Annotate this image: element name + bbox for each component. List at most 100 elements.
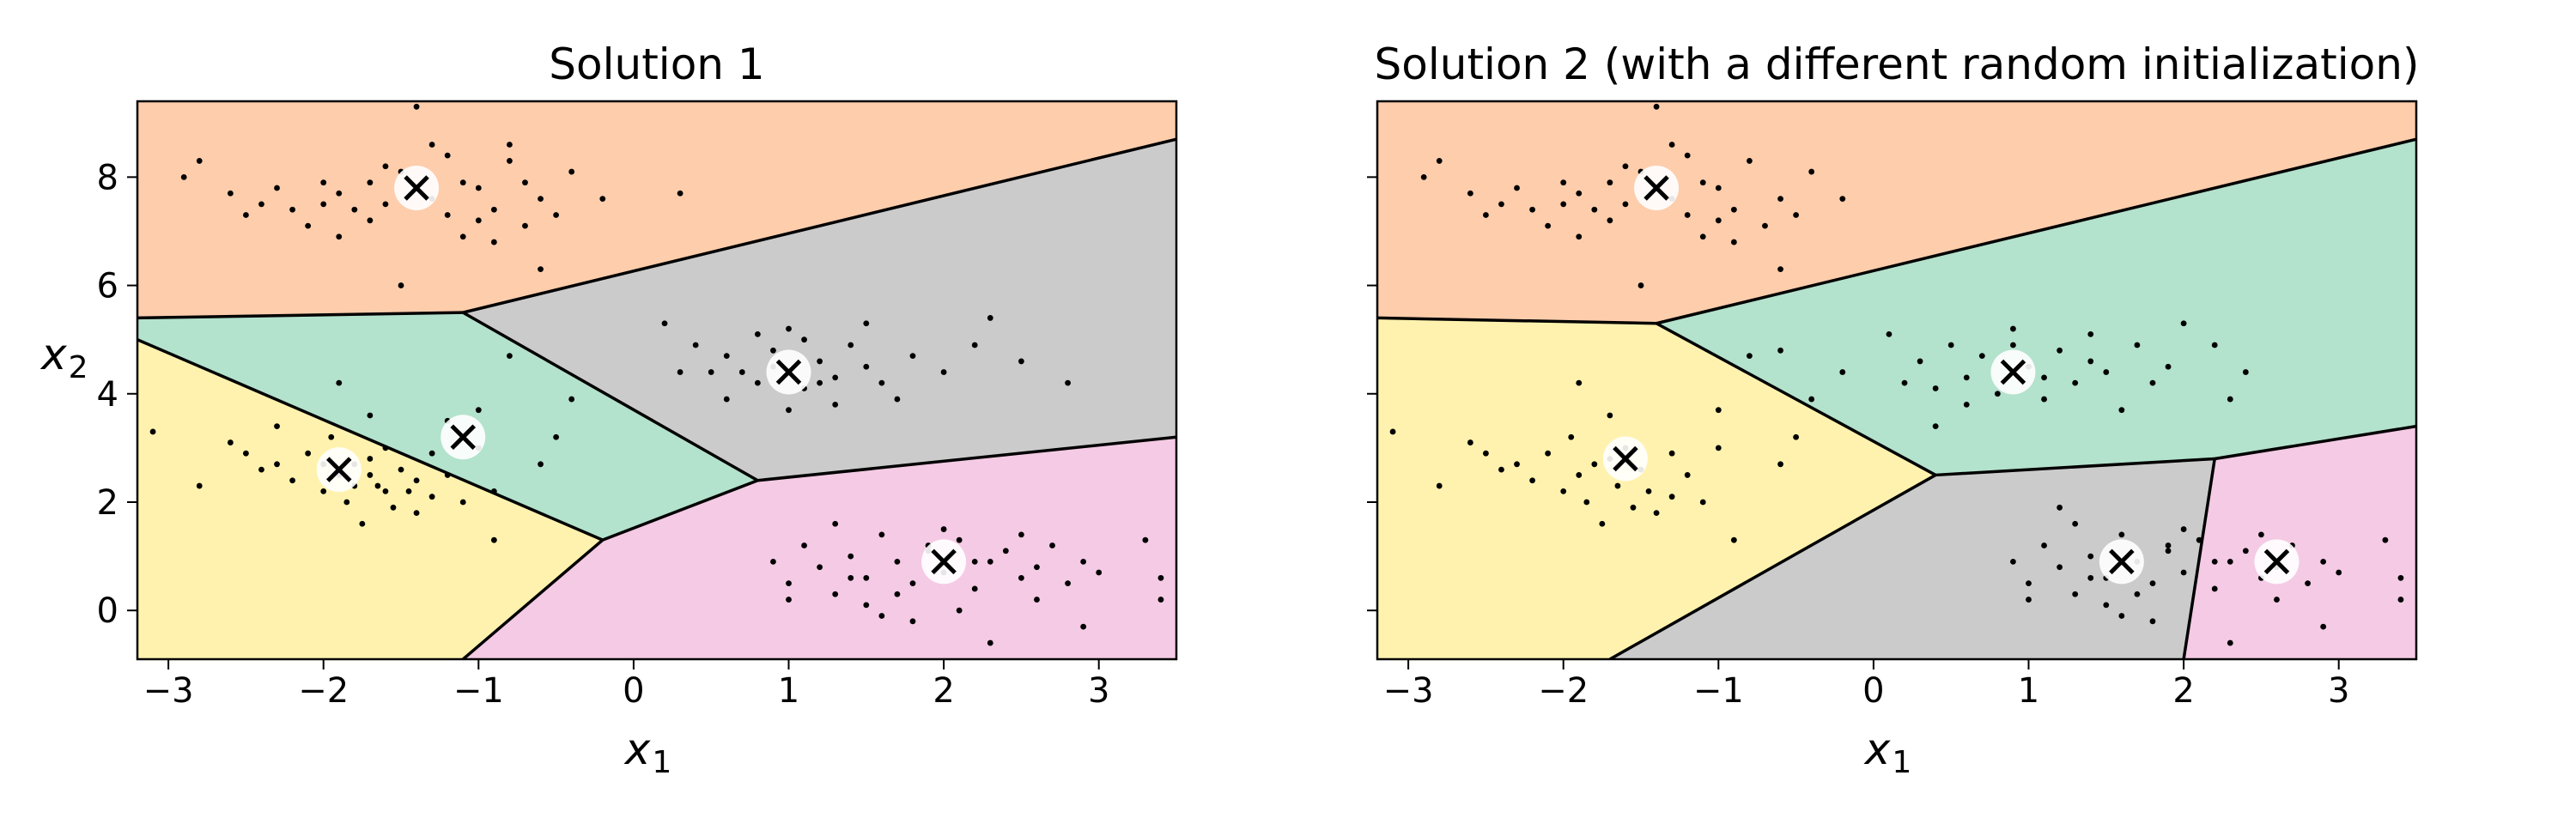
data-point — [863, 602, 870, 609]
decision-boundary-7 — [1609, 473, 1937, 659]
data-point — [1420, 173, 1427, 180]
data-point — [1607, 217, 1613, 224]
data-point — [1498, 466, 1504, 473]
decision-boundary-3 — [462, 311, 759, 482]
data-point — [1002, 548, 1009, 554]
data-point — [243, 212, 249, 218]
decision-boundary-6 — [2182, 458, 2216, 659]
x-tick-label: −1 — [1693, 671, 1744, 711]
data-point — [909, 618, 916, 625]
centroid-5 — [2254, 539, 2300, 585]
data-point — [2242, 369, 2249, 375]
data-point — [2149, 618, 2156, 625]
data-point — [568, 396, 575, 403]
data-point — [1545, 450, 1552, 457]
x-tick-label: 2 — [2172, 671, 2194, 711]
data-point — [490, 239, 497, 245]
decision-boundary-5 — [137, 338, 604, 542]
data-point — [2072, 379, 2079, 386]
data-point — [971, 342, 978, 348]
data-point — [2165, 548, 2172, 554]
data-point — [2041, 396, 2047, 403]
data-point — [538, 266, 544, 273]
data-point — [289, 477, 295, 484]
data-point — [863, 574, 870, 581]
data-point — [863, 363, 870, 370]
data-point — [661, 320, 668, 327]
data-point — [428, 142, 435, 148]
decision-boundary-2 — [1656, 137, 2416, 325]
data-point — [786, 597, 792, 603]
axes-frame — [136, 100, 1178, 661]
data-point — [1583, 499, 1590, 506]
data-point — [196, 482, 203, 489]
data-point — [1483, 212, 1489, 218]
data-point — [894, 559, 901, 565]
data-point — [909, 580, 916, 587]
data-point — [1560, 488, 1567, 494]
data-point — [475, 407, 482, 414]
data-point — [405, 488, 412, 494]
data-point — [1065, 379, 1071, 386]
centroid-5 — [921, 539, 967, 585]
data-point — [328, 433, 335, 440]
data-point — [848, 553, 854, 560]
data-point — [367, 456, 374, 462]
data-point — [2227, 639, 2233, 646]
data-point — [2118, 613, 2125, 619]
data-point — [444, 212, 451, 218]
data-point — [1645, 488, 1652, 494]
data-point — [956, 536, 963, 543]
data-point — [878, 379, 885, 386]
x-tick-label: −2 — [298, 671, 349, 711]
data-point — [894, 396, 901, 403]
y-tick-label: 6 — [97, 267, 118, 306]
data-point — [1653, 103, 1660, 110]
data-point — [568, 168, 575, 175]
data-point — [2397, 597, 2404, 603]
x-tick-label: 3 — [1088, 671, 1109, 711]
plot-area — [1377, 101, 2416, 659]
data-point — [2242, 548, 2249, 554]
data-point — [1591, 206, 1598, 213]
x-axis-label: x1 — [623, 724, 672, 780]
data-point — [367, 217, 374, 224]
centroid-1 — [1634, 165, 1680, 210]
data-point — [2196, 536, 2202, 543]
data-point — [1808, 168, 1815, 175]
data-point — [1715, 185, 1722, 191]
data-point — [2165, 542, 2172, 548]
data-point — [1514, 185, 1520, 191]
data-point — [1839, 196, 1846, 202]
decision-boundary-6 — [602, 479, 759, 542]
data-point — [1034, 597, 1040, 603]
data-point — [2134, 591, 2141, 597]
data-point — [1483, 450, 1489, 457]
data-point — [1730, 206, 1737, 213]
data-point — [2118, 407, 2125, 414]
data-point — [490, 206, 497, 213]
data-point — [180, 173, 187, 180]
data-point — [2211, 559, 2218, 565]
data-point — [692, 342, 699, 348]
data-point — [801, 542, 807, 548]
data-point — [832, 374, 839, 381]
data-point — [817, 358, 823, 365]
data-point — [305, 450, 312, 457]
data-point — [1065, 580, 1071, 587]
data-point — [459, 233, 466, 240]
data-point — [1034, 564, 1040, 571]
data-point — [359, 520, 366, 527]
centroid-1 — [394, 165, 440, 210]
data-point — [1560, 179, 1567, 186]
data-point — [1576, 190, 1583, 197]
data-point — [507, 142, 513, 148]
data-point — [2103, 369, 2110, 375]
data-point — [320, 179, 327, 186]
data-point — [1932, 385, 1939, 391]
axes-frame — [1376, 100, 2418, 661]
data-point — [817, 564, 823, 571]
data-point — [878, 613, 885, 619]
data-point — [2087, 553, 2094, 560]
data-point — [2041, 542, 2047, 548]
